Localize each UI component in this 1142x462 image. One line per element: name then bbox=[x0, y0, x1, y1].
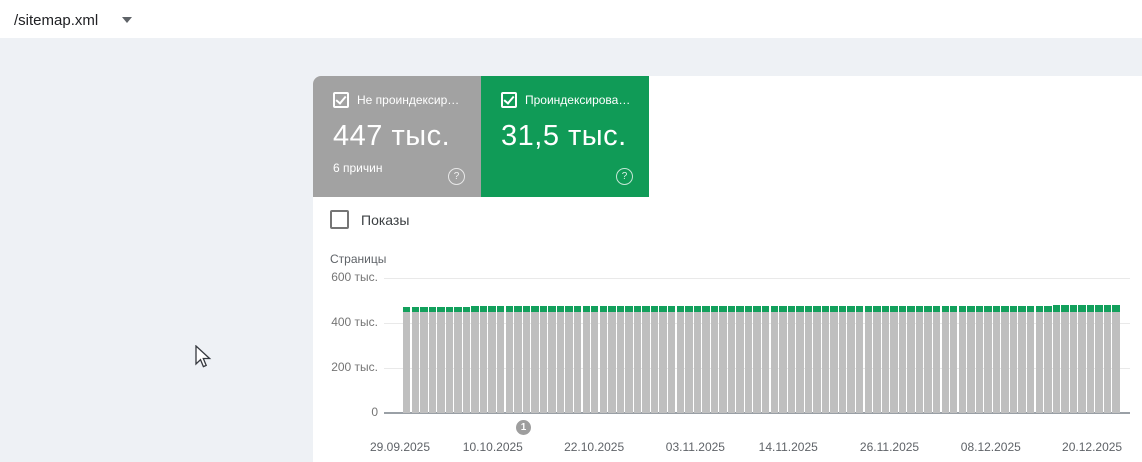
card-indexed-header: Проиндексирова… bbox=[501, 92, 649, 108]
impressions-row: Показы bbox=[330, 210, 409, 229]
event-marker[interactable]: 1 bbox=[516, 420, 531, 435]
checkbox-checked-icon[interactable] bbox=[333, 92, 349, 108]
card-value: 447 тыс. bbox=[333, 120, 451, 152]
card-indexed[interactable]: Проиндексирова… 31,5 тыс. ? bbox=[481, 76, 649, 197]
card-sublabel: 6 причин bbox=[333, 161, 383, 175]
help-icon[interactable]: ? bbox=[616, 168, 633, 185]
chevron-down-icon bbox=[122, 17, 133, 23]
help-icon[interactable]: ? bbox=[448, 168, 465, 185]
card-label: Проиндексирова… bbox=[525, 93, 631, 107]
card-label: Не проиндексир… bbox=[357, 93, 460, 107]
checkmark-icon bbox=[503, 93, 515, 105]
stats-cards: Не проиндексир… 447 тыс. 6 причин ? Прои… bbox=[313, 76, 649, 197]
mouse-cursor bbox=[195, 345, 212, 368]
impressions-label: Показы bbox=[361, 211, 410, 228]
checkbox-checked-icon[interactable] bbox=[501, 92, 517, 108]
sitemap-dropdown[interactable]: /sitemap.xml bbox=[10, 7, 136, 33]
top-bar: /sitemap.xml bbox=[0, 0, 1142, 38]
card-not-indexed[interactable]: Не проиндексир… 447 тыс. 6 причин ? bbox=[313, 76, 481, 197]
sitemap-dropdown-label: /sitemap.xml bbox=[14, 11, 99, 29]
card-value: 31,5 тыс. bbox=[501, 120, 627, 152]
checkmark-icon bbox=[335, 93, 347, 105]
card-not-indexed-header: Не проиндексир… bbox=[333, 92, 481, 108]
impressions-checkbox[interactable] bbox=[330, 210, 349, 229]
chart-title: Страницы bbox=[330, 252, 387, 266]
